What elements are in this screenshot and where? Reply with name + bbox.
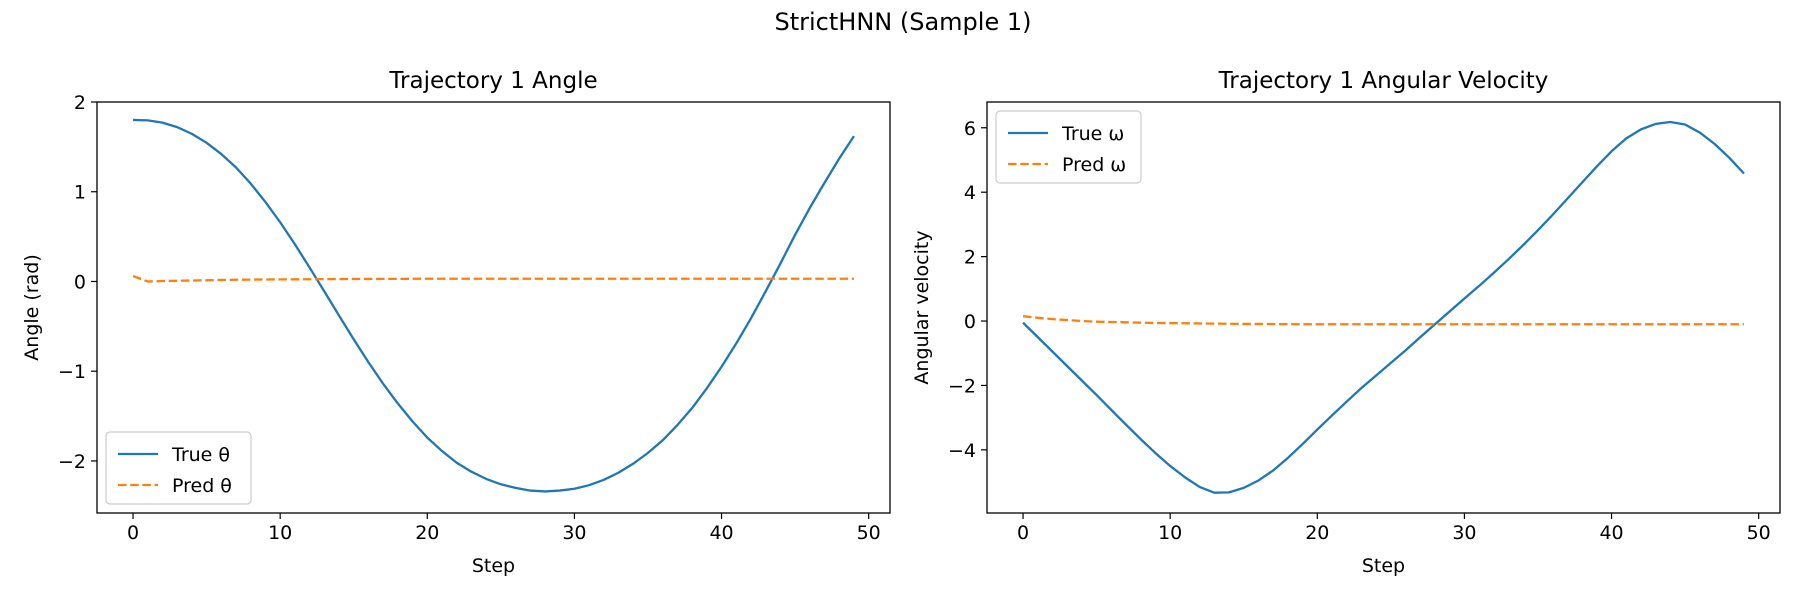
- y-tick-label: 2: [964, 247, 976, 269]
- y-tick-label: 4: [964, 182, 976, 204]
- x-axis-label: Step: [1362, 555, 1405, 577]
- x-tick-label: 10: [1158, 522, 1182, 544]
- y-tick-label: −4: [948, 440, 976, 462]
- axes-frame: [96, 101, 891, 514]
- y-axis-label: Angle (rad): [21, 254, 43, 360]
- series-line-pred: [132, 275, 854, 283]
- legend-box: [995, 110, 1142, 184]
- series-line-pred: [1022, 315, 1744, 326]
- x-tick-label: 40: [709, 522, 733, 544]
- x-tick-label: 0: [1017, 522, 1029, 544]
- legend-label: Pred θ: [172, 475, 232, 497]
- y-tick-label: 0: [964, 311, 976, 333]
- y-tick-label: 6: [964, 118, 976, 140]
- y-tick-label: −2: [948, 375, 976, 397]
- panel-title: Trajectory 1 Angle: [388, 68, 597, 94]
- y-tick-label: −1: [58, 361, 86, 383]
- series-line-true: [1022, 120, 1745, 494]
- legend: True θ Pred θ: [105, 431, 252, 505]
- panel-title: Trajectory 1 Angular Velocity: [1218, 68, 1549, 94]
- x-tick-label: 50: [1747, 522, 1771, 544]
- legend-label: True θ: [171, 444, 230, 466]
- x-tick-label: 50: [857, 522, 881, 544]
- x-axis-label: Step: [472, 555, 515, 577]
- x-tick-label: 10: [268, 522, 292, 544]
- x-tick-label: 20: [1305, 522, 1329, 544]
- x-tick-label: 30: [562, 522, 586, 544]
- series-line-true: [133, 118, 855, 493]
- y-tick-label: 2: [74, 92, 86, 114]
- x-tick-label: 30: [1452, 522, 1476, 544]
- figure-suptitle: StrictHNN (Sample 1): [775, 8, 1032, 36]
- y-tick-label: 1: [74, 182, 86, 204]
- legend-label: True ω: [1061, 123, 1124, 145]
- legend-label: Pred ω: [1062, 154, 1126, 176]
- y-tick-label: 0: [74, 271, 86, 293]
- x-tick-label: 0: [127, 522, 139, 544]
- angle-panel: Trajectory 1 Angle 0 10 20 30 40 50 −2 −1 0 1 2 Step…: [21, 68, 891, 577]
- y-axis-label: Angular velocity: [911, 230, 933, 384]
- y-tick-label: −2: [58, 451, 86, 473]
- x-tick-label: 20: [415, 522, 439, 544]
- x-tick-label: 40: [1599, 522, 1623, 544]
- legend-box: [105, 431, 252, 505]
- axes-frame: [986, 101, 1781, 514]
- legend: True ω Pred ω: [995, 110, 1142, 184]
